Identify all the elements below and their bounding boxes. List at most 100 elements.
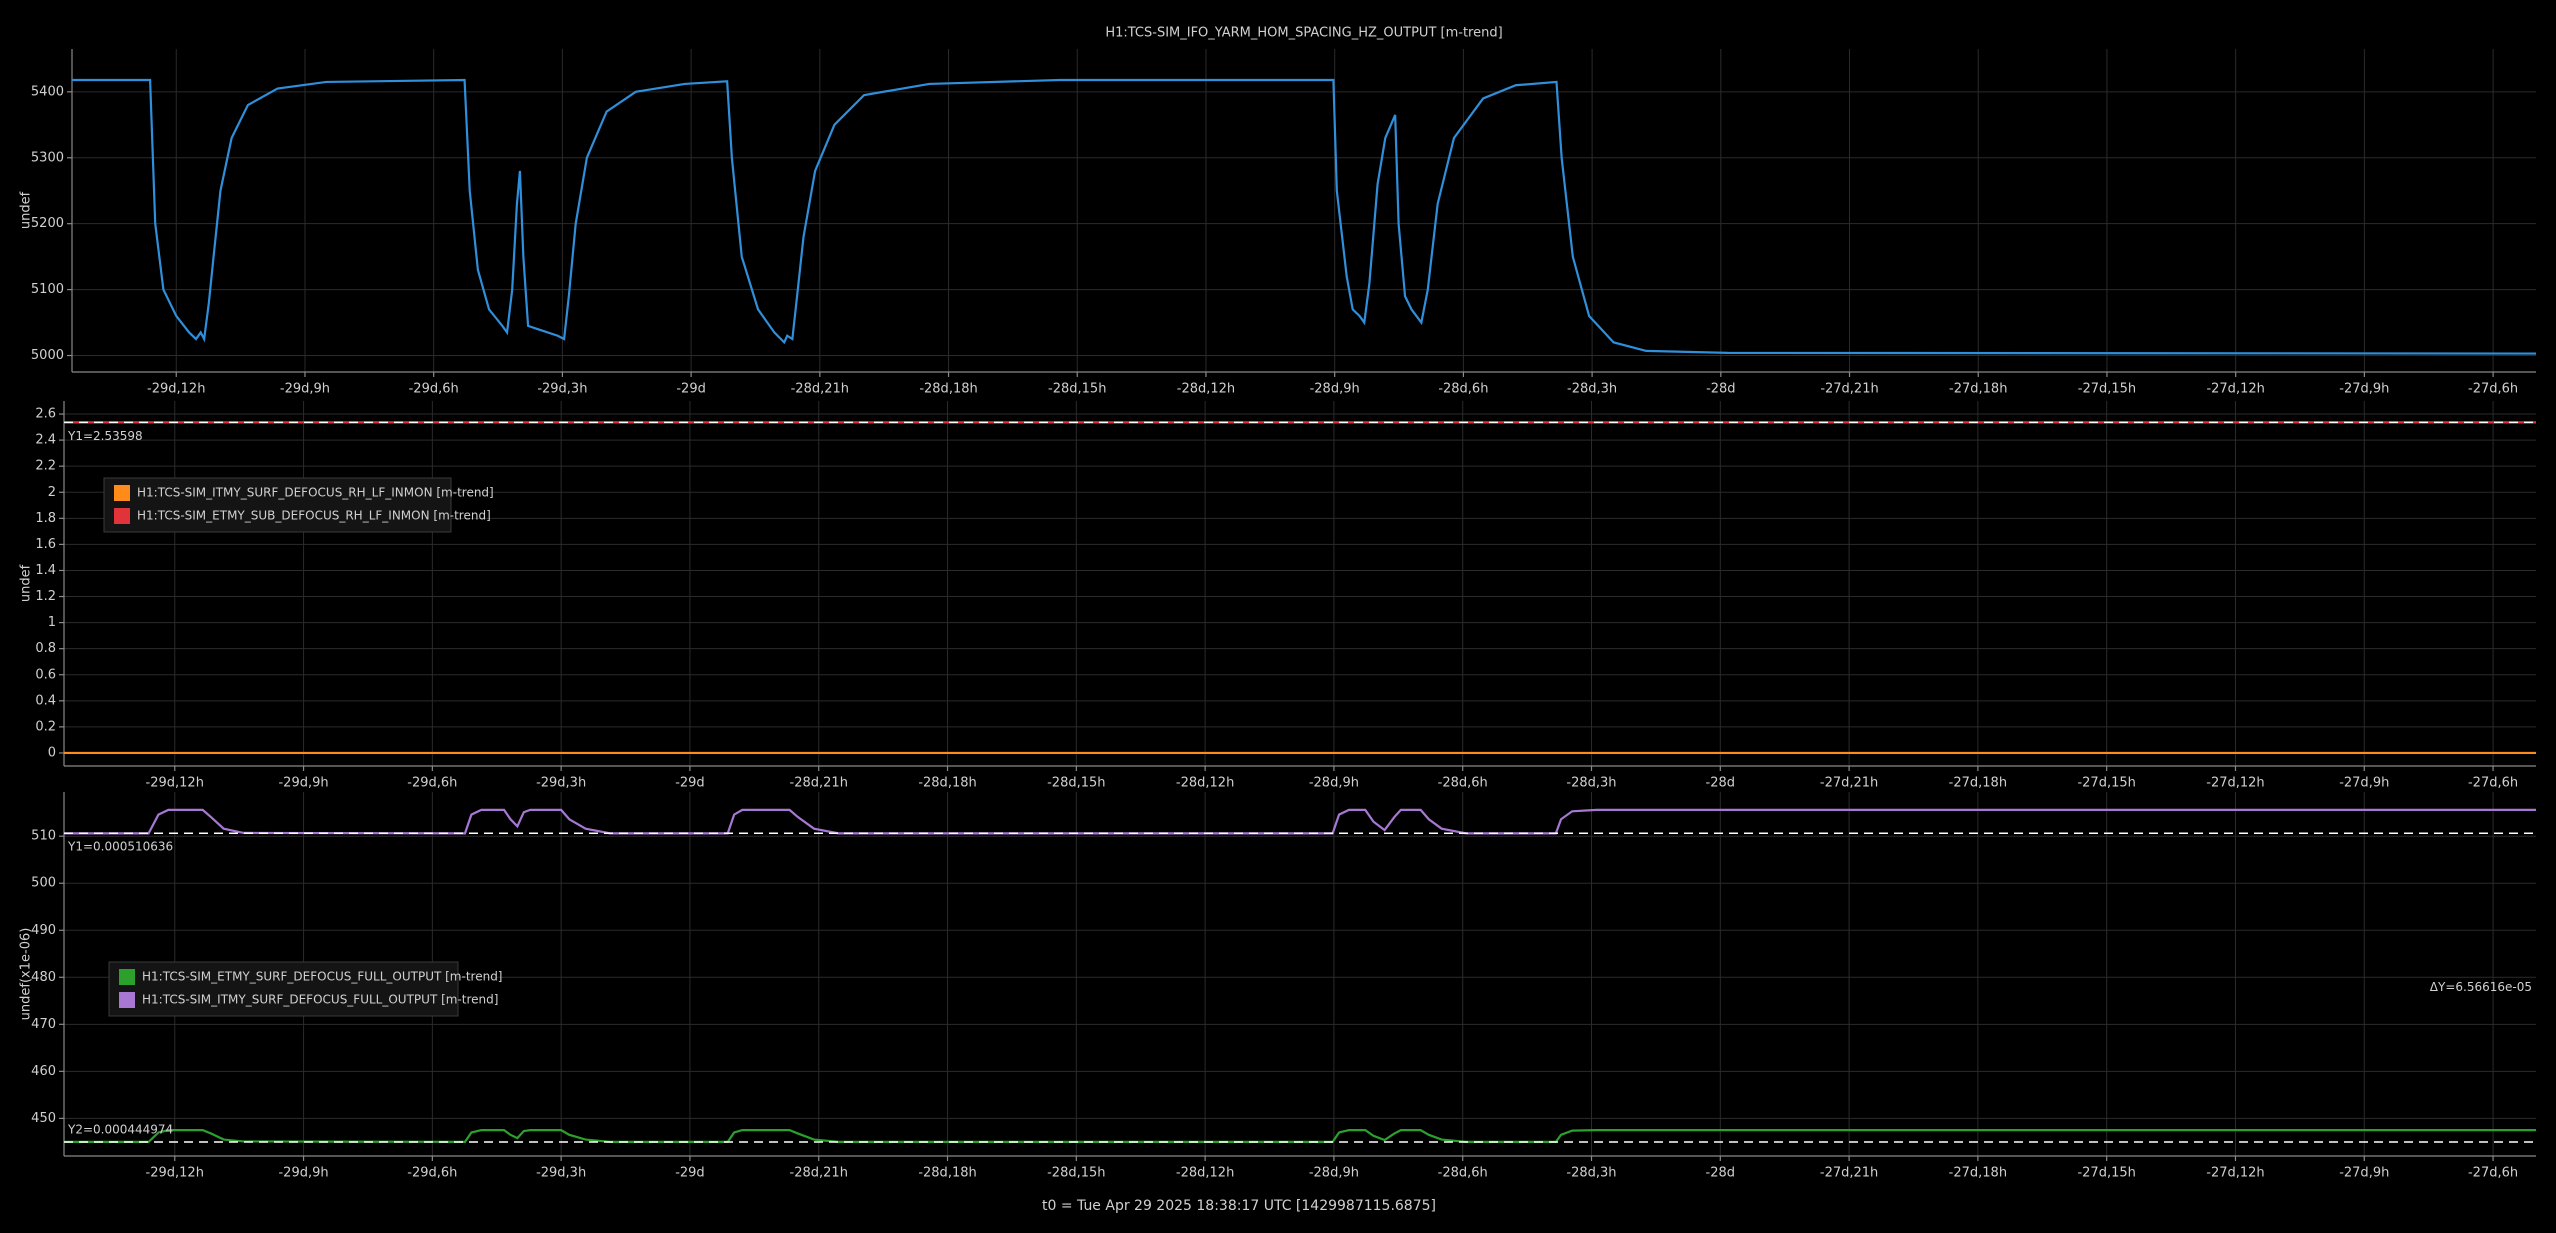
legend-swatch [114,485,130,501]
plot-panel: undef -29d,12h -29d,9h -29d,6h -29d,3h -29d -2… [19,401,2536,791]
legend-label: H1:TCS-SIM_ITMY_SURF_DEFOCUS_FULL_OUTPUT… [142,993,498,1007]
y-tick-label: 5100 [31,282,64,297]
x-tick-label: -29d [675,776,705,791]
x-tick-label: -28d,15h [1048,382,1106,397]
y-tick-label: 2.4 [35,433,56,448]
legend: H1:TCS-SIM_ETMY_SURF_DEFOCUS_FULL_OUTPUT… [108,961,503,1017]
y-axis-label: undef [19,564,34,602]
x-tick-label: -28d,6h [1438,776,1488,791]
x-tick-label: -29d,3h [536,776,586,791]
x-tick-label: -29d,6h [407,1166,457,1181]
y-tick-label: 1 [48,615,56,630]
x-tick-label: -28d,3h [1567,382,1617,397]
x-tick-label: -28d,6h [1438,1166,1488,1181]
plot-panel: undef(x1e-06) -29d,12h -29d,9h -29d,6h -29d,… [19,792,2536,1181]
x-tick-label: -28d,9h [1310,382,1360,397]
x-tick-label: -28d [1706,776,1736,791]
legend-label: H1:TCS-SIM_ETMY_SUB_DEFOCUS_RH_LF_INMON … [137,509,491,523]
x-tick-label: -27d,15h [2077,1166,2135,1181]
y-tick-label: 450 [31,1111,56,1126]
y-tick-label: 1.2 [35,589,56,604]
y-tick-label: 500 [31,876,56,891]
y-tick-label: 0.2 [35,719,56,734]
y-tick-label: 1.8 [35,511,56,526]
x-tick-label: -27d,21h [1820,1166,1878,1181]
y-tick-label: 470 [31,1017,56,1032]
x-tick-label: -27d,12h [2206,776,2264,791]
y-tick-label: 2.6 [35,407,56,422]
x-tick-label: -29d [676,382,706,397]
legend-box [108,961,459,1017]
x-tick-label: -28d,12h [1176,776,1234,791]
x-tick-label: -29d,6h [407,776,457,791]
x-tick-label: -27d,18h [1949,382,2007,397]
x-tick-label: -28d,18h [918,1166,976,1181]
x-tick-label: -27d,12h [2206,382,2264,397]
plot-title: H1:TCS-SIM_IFO_YARM_HOM_SPACING_HZ_OUTPU… [1105,26,1502,41]
x-tick-label: -28d,21h [790,776,848,791]
x-tick-label: -27d,6h [2468,776,2518,791]
x-tick-label: -27d,15h [2078,382,2136,397]
legend-box [103,477,452,533]
footer: t0 = Tue Apr 29 2025 18:38:17 UTC [14299… [1042,1198,1436,1214]
legend-swatch [119,969,135,985]
x-tick-label: -29d [675,1166,705,1181]
x-tick-label: -29d,9h [280,382,330,397]
x-tick-label: -28d,18h [918,776,976,791]
x-tick-label: -28d,6h [1438,382,1488,397]
y-tick-label: 5400 [31,84,64,99]
y-tick-label: 0 [48,745,56,760]
cursor-delta-label: ΔY=6.56616e-05 [2430,980,2532,994]
x-tick-label: -27d,6h [2468,1166,2518,1181]
x-tick-label: -27d,18h [1949,1166,2007,1181]
x-tick-label: -27d,21h [1820,382,1878,397]
cursor-label: Y1=0.000510636 [67,840,173,854]
x-tick-label: -29d,12h [146,776,204,791]
y-tick-label: 5000 [31,348,64,363]
y-tick-label: 1.4 [35,563,56,578]
x-tick-label: -27d,9h [2339,382,2389,397]
y-tick-label: 5300 [31,150,64,165]
x-tick-label: -28d,18h [919,382,977,397]
legend-swatch [114,508,130,524]
series-line [64,1129,2536,1143]
x-tick-label: -28d [1706,382,1736,397]
legend-label: H1:TCS-SIM_ITMY_SURF_DEFOCUS_RH_LF_INMON… [137,486,494,500]
legend-label: H1:TCS-SIM_ETMY_SURF_DEFOCUS_FULL_OUTPUT… [142,970,503,984]
y-tick-label: 0.6 [35,667,56,682]
y-tick-label: 480 [31,970,56,985]
x-tick-label: -27d,9h [2339,776,2389,791]
x-tick-label: -29d,12h [146,1166,204,1181]
y-tick-label: 490 [31,923,56,938]
y-axis-label: undef [19,191,34,229]
y-tick-label: 1.6 [35,537,56,552]
y-tick-label: 0.8 [35,641,56,656]
cursor-label: Y1=2.53598 [67,429,143,443]
y-tick-label: 0.4 [35,693,56,708]
series-line [72,78,2537,355]
x-tick-label: -28d,9h [1309,1166,1359,1181]
x-tick-label: -27d,6h [2468,382,2518,397]
y-tick-label: 2 [48,485,56,500]
y-tick-label: 510 [31,829,56,844]
x-tick-label: -28d,21h [791,382,849,397]
x-tick-label: -29d,9h [278,776,328,791]
cursor-label: Y2=0.000444974 [67,1123,173,1137]
y-tick-label: 5200 [31,216,64,231]
x-tick-label: -29d,6h [409,382,459,397]
x-tick-label: -27d,9h [2339,1166,2389,1181]
x-tick-label: -27d,15h [2077,776,2135,791]
y-axis-label: undef(x1e-06) [19,928,34,1021]
x-tick-label: -27d,21h [1820,776,1878,791]
x-tick-label: -29d,3h [537,382,587,397]
y-tick-label: 460 [31,1064,56,1079]
x-tick-label: -28d,21h [790,1166,848,1181]
x-tick-label: -28d [1706,1166,1736,1181]
x-tick-label: -28d,9h [1309,776,1359,791]
x-tick-label: -28d,15h [1047,776,1105,791]
x-tick-label: -28d,12h [1176,1166,1234,1181]
x-tick-label: -29d,9h [278,1166,328,1181]
x-tick-label: -28d,3h [1566,1166,1616,1181]
series-line [64,808,2536,835]
